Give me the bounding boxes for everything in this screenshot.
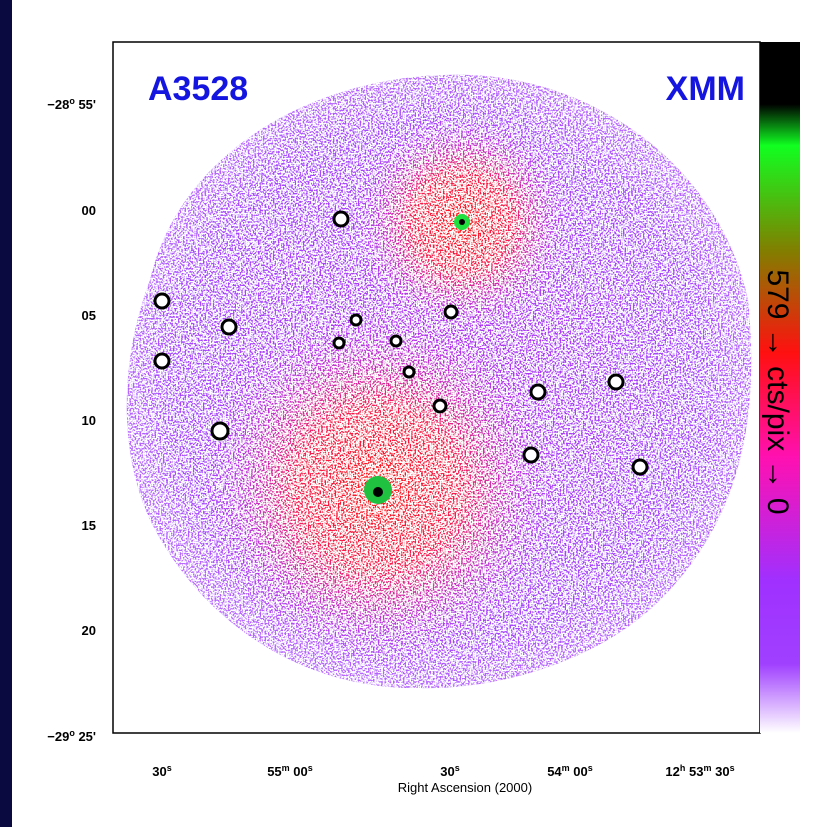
label-part: 55: [267, 764, 281, 779]
colorbar-label: 579 → cts/pix → 0: [761, 269, 794, 514]
label-part: cts/pix: [761, 366, 794, 451]
instrument-label: XMM: [666, 70, 745, 108]
y-tick-label: −29o 25': [47, 728, 96, 744]
superscript: m: [282, 763, 290, 773]
label-part: 00: [570, 764, 588, 779]
superscript: m: [703, 763, 711, 773]
label-part: 00: [290, 764, 308, 779]
colorbar: [760, 42, 800, 733]
x-tick-label: 30s: [152, 763, 171, 779]
y-tick-label: 05: [82, 308, 96, 323]
y-tick-label: 10: [82, 413, 96, 428]
x-tick-label: 55m 00s: [267, 763, 313, 779]
superscript: s: [730, 763, 735, 773]
label-part: 00: [82, 203, 96, 218]
cluster-label: A3528: [148, 70, 248, 108]
superscript: s: [308, 763, 313, 773]
point-sources: [153, 210, 649, 476]
label-part: 15: [82, 518, 96, 533]
superscript: h: [680, 763, 686, 773]
label-part: 25': [75, 729, 96, 744]
label-part: 12: [665, 764, 679, 779]
x-axis-title: Right Ascension (2000): [398, 780, 532, 795]
label-part: →: [761, 451, 794, 498]
label-part: 05: [82, 308, 96, 323]
label-part: 30: [440, 764, 454, 779]
y-tick-label: 20: [82, 623, 96, 638]
xray-image: [126, 74, 752, 689]
left-edge: [0, 0, 12, 827]
superscript: o: [69, 728, 75, 738]
x-tick-label: 12h 53m 30s: [665, 763, 734, 779]
cores: [364, 214, 470, 504]
label-part: −28: [47, 97, 69, 112]
y-tick-label: 00: [82, 203, 96, 218]
x-tick-label: 30s: [440, 763, 459, 779]
label-part: 53: [685, 764, 703, 779]
label-part: 10: [82, 413, 96, 428]
superscript: o: [69, 96, 75, 106]
label-part: 579: [761, 269, 794, 319]
superscript: s: [455, 763, 460, 773]
label-part: →: [761, 320, 794, 367]
label-part: 55': [75, 97, 96, 112]
superscript: m: [562, 763, 570, 773]
x-tick-label: 54m 00s: [547, 763, 593, 779]
superscript: s: [167, 763, 172, 773]
superscript: s: [588, 763, 593, 773]
label-part: 30: [711, 764, 729, 779]
y-tick-label: 15: [82, 518, 96, 533]
label-part: 20: [82, 623, 96, 638]
y-tick-label: −28o 55': [47, 96, 96, 112]
label-part: −29: [47, 729, 69, 744]
label-part: 0: [761, 498, 794, 515]
label-part: 30: [152, 764, 166, 779]
label-part: 54: [547, 764, 562, 779]
